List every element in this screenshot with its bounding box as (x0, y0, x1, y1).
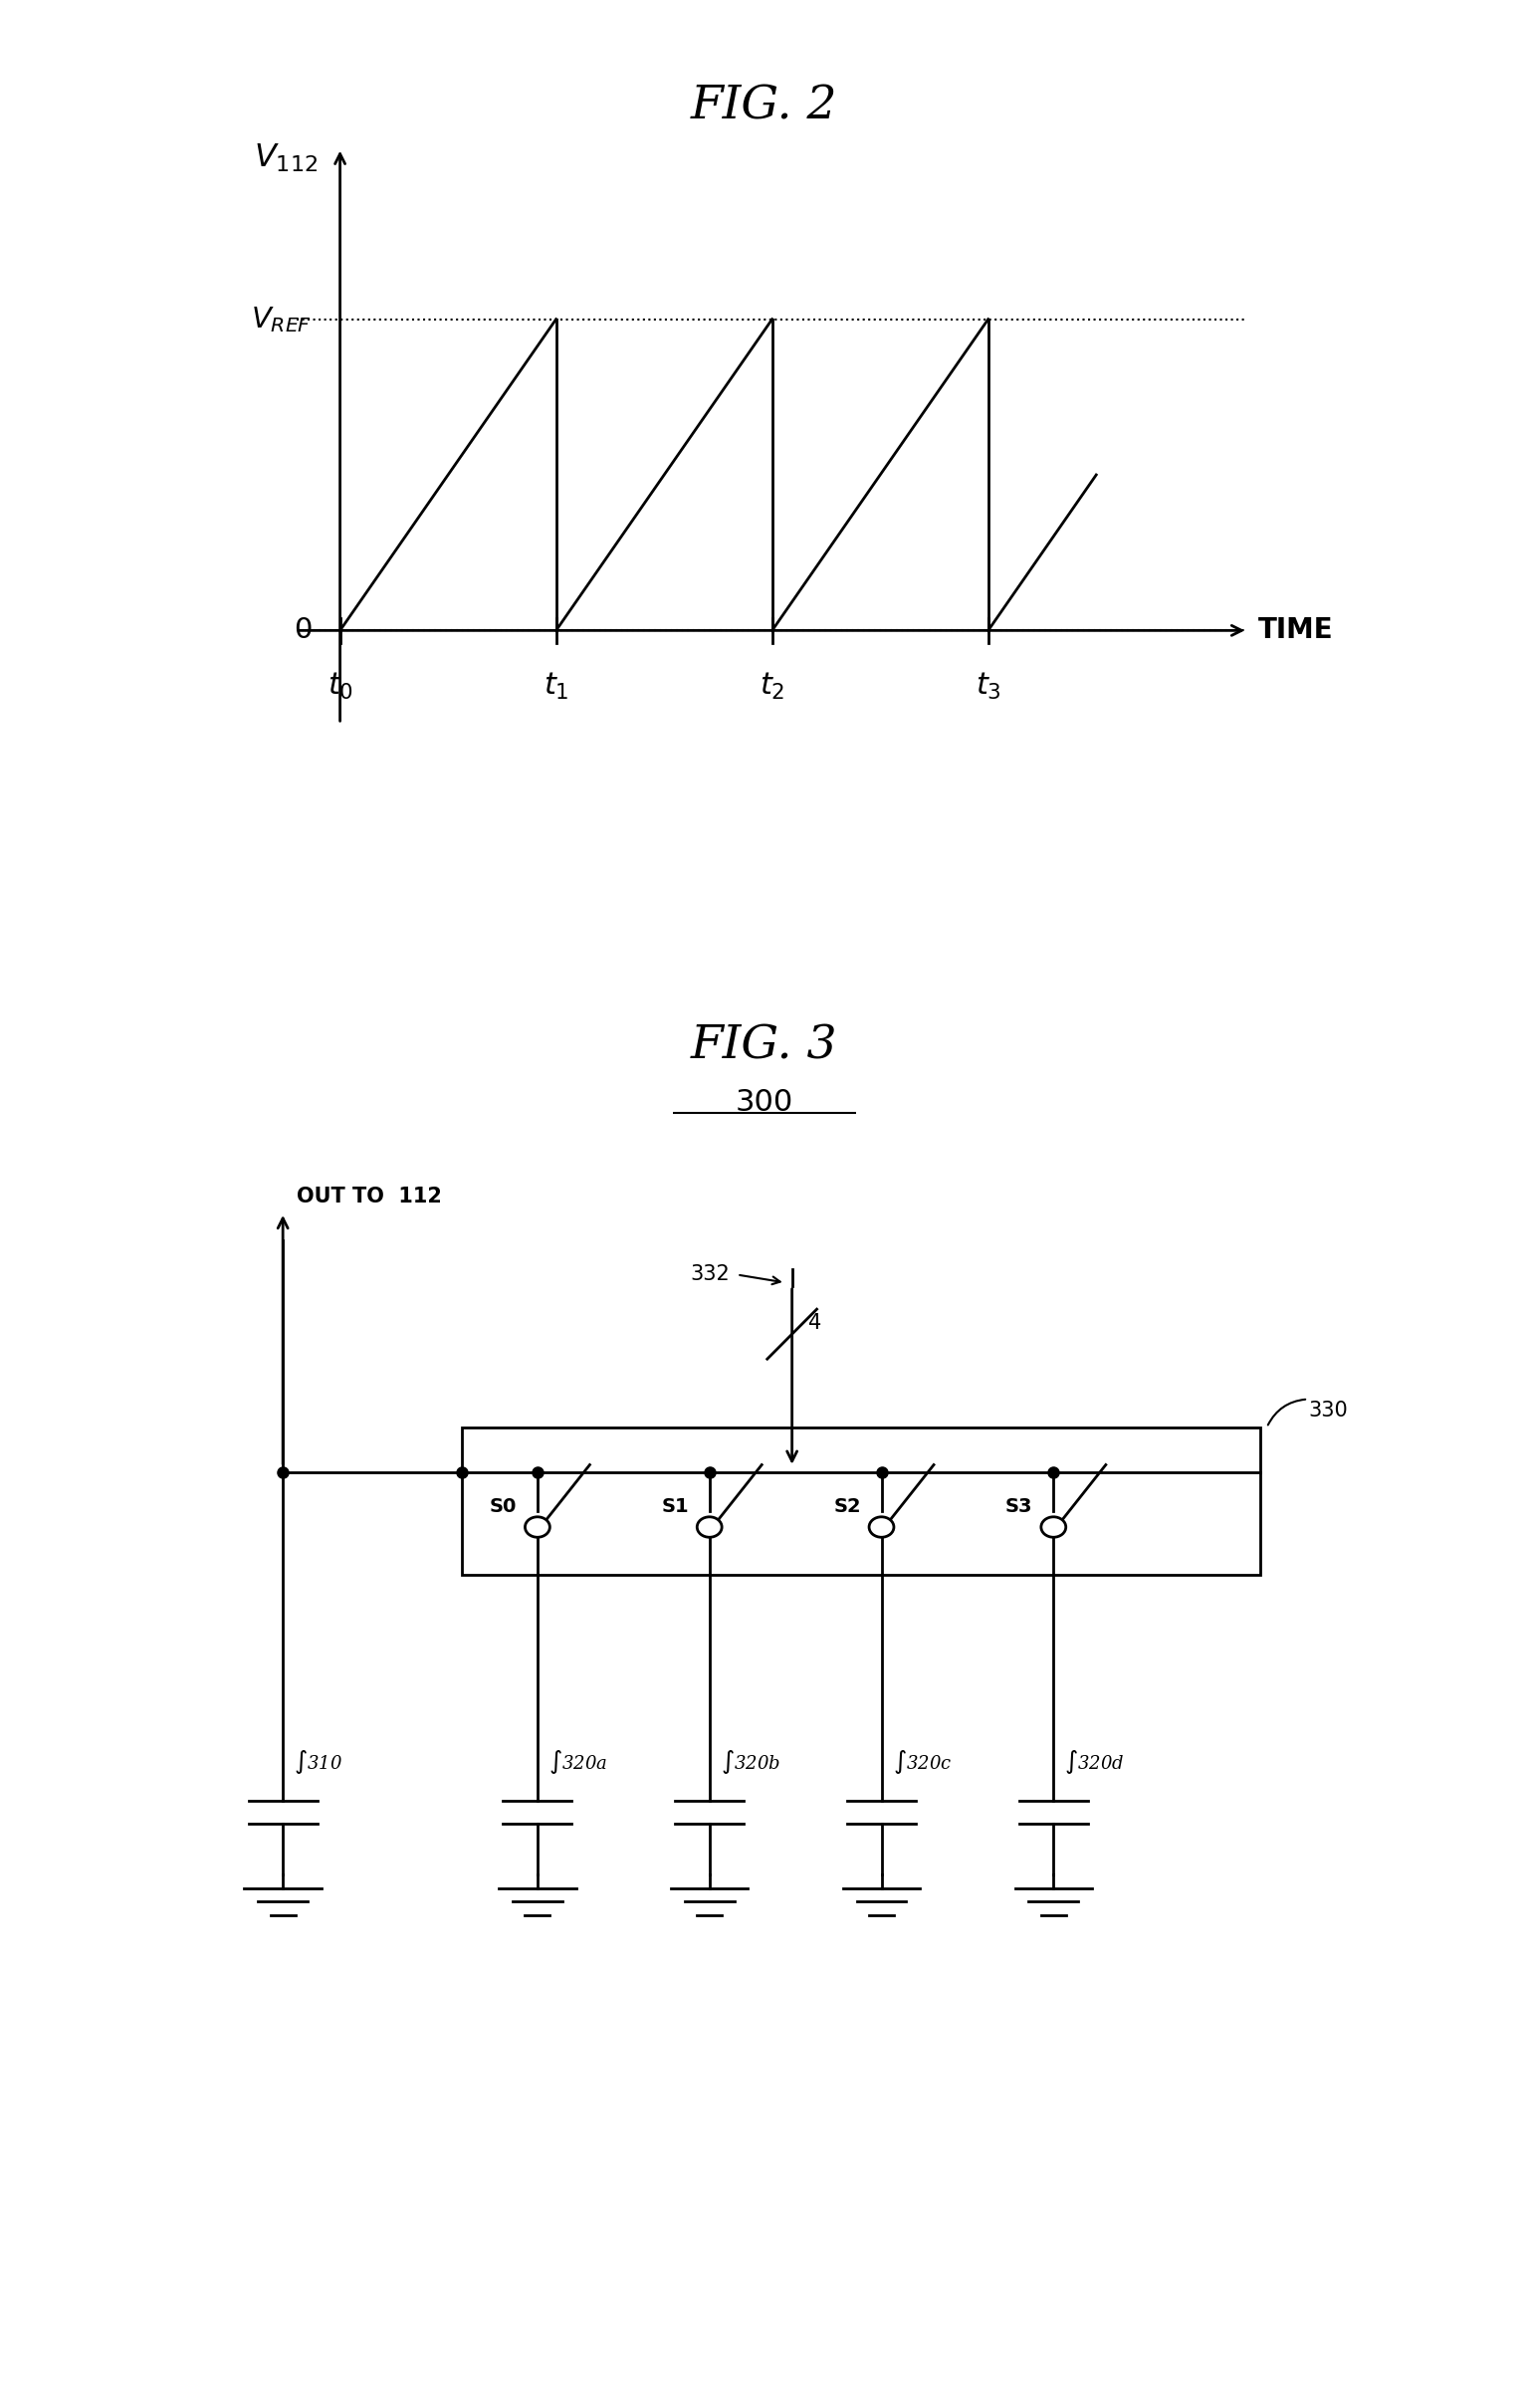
Text: $\int$320d: $\int$320d (1064, 1748, 1125, 1777)
Text: $t_2$: $t_2$ (760, 672, 784, 701)
Text: TIME: TIME (1258, 616, 1333, 645)
Text: FIG. 3: FIG. 3 (691, 1023, 838, 1069)
Bar (462, 1428, 1260, 1575)
Text: 300: 300 (735, 1088, 794, 1117)
Circle shape (697, 1517, 722, 1536)
Circle shape (524, 1517, 550, 1536)
Text: S0: S0 (489, 1498, 517, 1517)
Text: $V_{112}$: $V_{112}$ (254, 142, 318, 173)
Text: $t_1$: $t_1$ (543, 672, 569, 701)
Text: S1: S1 (662, 1498, 688, 1517)
Text: $\int$320a: $\int$320a (549, 1748, 607, 1777)
Text: S2: S2 (833, 1498, 861, 1517)
Text: 4: 4 (809, 1312, 821, 1332)
Text: $t_0$: $t_0$ (327, 672, 353, 701)
Text: $\int$320c: $\int$320c (893, 1748, 951, 1777)
Text: $0$: $0$ (294, 616, 312, 645)
Text: $\int$320b: $\int$320b (720, 1748, 780, 1777)
Text: $t_3$: $t_3$ (976, 672, 1001, 701)
Text: OUT TO  112: OUT TO 112 (297, 1187, 442, 1206)
Text: FIG. 2: FIG. 2 (691, 84, 838, 130)
Text: $\int$310: $\int$310 (294, 1748, 342, 1777)
Text: $V_{REF}$: $V_{REF}$ (251, 303, 312, 335)
Text: S3: S3 (1006, 1498, 1034, 1517)
Text: 332: 332 (691, 1264, 731, 1283)
Circle shape (1041, 1517, 1066, 1536)
Circle shape (868, 1517, 894, 1536)
Text: 330: 330 (1307, 1401, 1347, 1421)
